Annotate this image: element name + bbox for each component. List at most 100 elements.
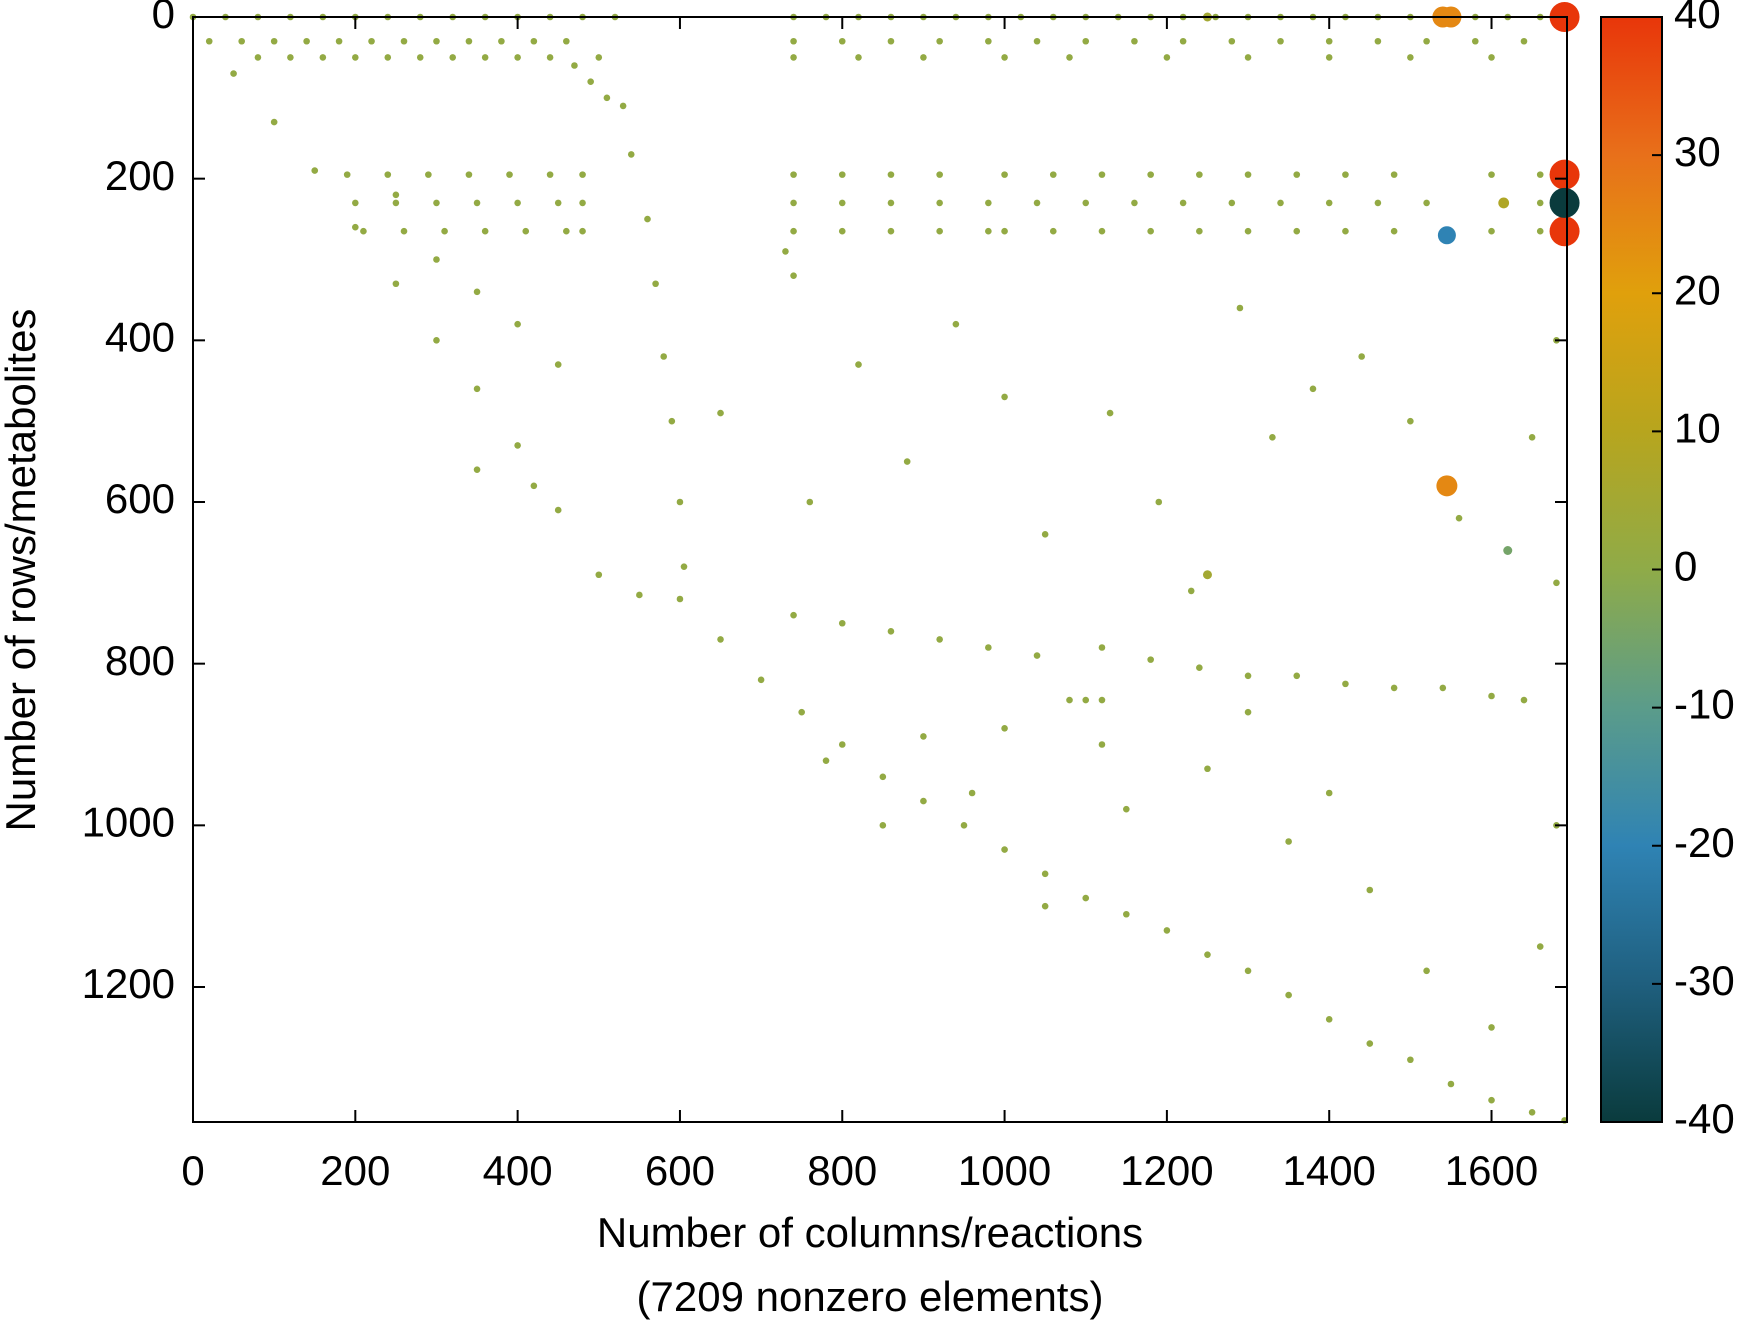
- nonzero-point: [1471, 37, 1479, 45]
- y-axis-label: Number of rows/metabolites: [0, 309, 44, 832]
- x-tick-label: 800: [807, 1147, 877, 1194]
- nonzero-point: [1342, 680, 1349, 688]
- nonzero-point: [522, 227, 530, 235]
- nonzero-point: [855, 54, 862, 61]
- nonzero-point: [481, 54, 489, 61]
- nonzero-point: [1528, 434, 1536, 441]
- nonzero-point: [936, 37, 943, 45]
- nonzero-point: [887, 199, 895, 207]
- nonzero-point: [1366, 886, 1374, 894]
- nonzero-point: [465, 171, 473, 178]
- y-tick-label: 200: [105, 152, 175, 199]
- nonzero-point: [838, 171, 846, 178]
- nonzero-point: [985, 227, 992, 235]
- nonzero-point: [985, 37, 992, 45]
- nonzero-point: [1033, 652, 1041, 659]
- nonzero-point: [579, 171, 586, 178]
- nonzero-point: [563, 227, 570, 235]
- nonzero-point: [1244, 227, 1252, 235]
- nonzero-point: [887, 171, 895, 178]
- nonzero-point: [920, 733, 927, 740]
- nonzero-point: [1049, 171, 1057, 178]
- nonzero-point: [920, 54, 927, 61]
- nonzero-point: [1244, 967, 1252, 975]
- y-tick-label: 800: [105, 637, 175, 684]
- nonzero-point: [985, 644, 992, 651]
- nonzero-point: [1269, 434, 1276, 441]
- nonzero-point: [352, 199, 359, 207]
- nonzero-point: [1244, 171, 1252, 178]
- nonzero-point: [676, 498, 684, 506]
- nonzero-point: [920, 797, 927, 805]
- nonzero-point: [595, 54, 603, 61]
- y-tick-label: 1000: [82, 798, 175, 845]
- nonzero-point: [595, 571, 603, 579]
- nonzero-point: [1325, 199, 1333, 207]
- nonzero-point: [782, 248, 789, 255]
- nonzero-point: [1123, 805, 1130, 813]
- nonzero-point: [1342, 227, 1349, 235]
- nonzero-point: [563, 37, 570, 45]
- x-axis-label: Number of columns/reactions: [597, 1209, 1143, 1256]
- nonzero-point: [546, 54, 554, 61]
- nonzero-point: [757, 676, 765, 684]
- nonzero-point: [1488, 1024, 1495, 1031]
- nonzero-point: [717, 409, 724, 417]
- nonzero-point: [790, 54, 797, 61]
- nonzero-point: [985, 199, 992, 207]
- nonzero-point: [1423, 37, 1430, 45]
- nonzero-point: [433, 37, 440, 45]
- nonzero-point: [1041, 870, 1049, 878]
- nonzero-point: [1488, 54, 1495, 61]
- nonzero-point: [1549, 159, 1580, 190]
- nonzero-point: [1204, 765, 1211, 773]
- nonzero-point: [660, 353, 668, 360]
- nonzero-point: [311, 167, 319, 174]
- nonzero-point: [392, 280, 400, 288]
- nonzero-point: [425, 171, 432, 178]
- nonzero-point: [1342, 171, 1349, 178]
- nonzero-point: [1488, 227, 1495, 235]
- nonzero-point: [1277, 199, 1284, 207]
- nonzero-point: [1049, 227, 1057, 235]
- nonzero-point: [838, 37, 846, 45]
- nonzero-point: [1001, 171, 1008, 178]
- nonzero-point: [838, 741, 846, 748]
- nonzero-point: [270, 37, 278, 45]
- nonzero-point: [1488, 171, 1495, 178]
- colorbar: [1600, 16, 1663, 1123]
- nonzero-point: [400, 37, 408, 45]
- colorbar-tick-label: -10: [1674, 681, 1735, 728]
- nonzero-point: [1390, 171, 1398, 178]
- nonzero-point: [1358, 353, 1365, 360]
- y-tick-label: 600: [105, 475, 175, 522]
- nonzero-point: [627, 151, 635, 158]
- nonzero-point: [806, 498, 814, 506]
- nonzero-point: [619, 102, 627, 110]
- nonzero-point: [1163, 54, 1171, 61]
- nonzero-point: [1098, 741, 1106, 748]
- nonzero-point: [1179, 37, 1187, 45]
- nonzero-point: [1536, 227, 1544, 235]
- nonzero-point: [603, 94, 611, 102]
- nonzero-point: [1001, 393, 1008, 401]
- x-tick-label: 1600: [1445, 1147, 1538, 1194]
- plot-frame: [192, 16, 1568, 1123]
- nonzero-point: [960, 822, 968, 829]
- nonzero-point: [887, 37, 895, 45]
- nonzero-point: [554, 361, 562, 368]
- nonzero-point: [855, 361, 862, 368]
- nonzero-point: [1309, 385, 1317, 393]
- nonzero-point: [1366, 1040, 1374, 1047]
- nonzero-point: [1187, 587, 1195, 595]
- nonzero-point: [668, 417, 676, 425]
- nonzero-point: [1204, 951, 1211, 958]
- nonzero-point: [790, 171, 797, 178]
- nonzero-point: [1285, 991, 1292, 999]
- nonzero-point: [1033, 37, 1041, 45]
- nonzero-point: [1202, 570, 1212, 580]
- nonzero-point: [384, 171, 392, 178]
- nonzero-point: [1001, 54, 1008, 61]
- y-tick-label: 1200: [82, 960, 175, 1007]
- nonzero-point: [636, 591, 643, 599]
